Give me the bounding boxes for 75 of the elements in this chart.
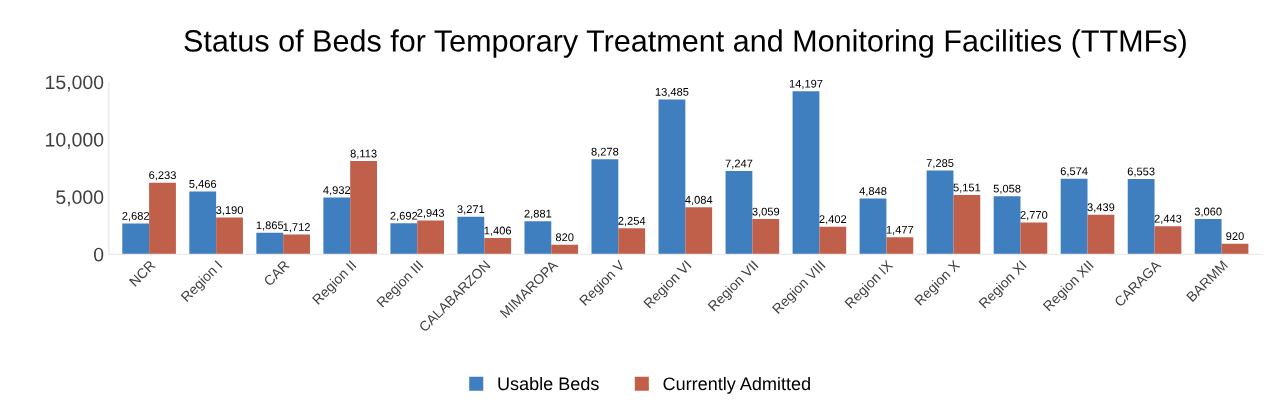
bar bbox=[484, 238, 512, 255]
data-label: 2,254 bbox=[618, 216, 646, 227]
data-label: 1,406 bbox=[484, 226, 512, 236]
legend-label: Usable Beds bbox=[498, 376, 599, 391]
data-label: 2,402 bbox=[819, 215, 847, 225]
bar bbox=[792, 91, 820, 255]
data-label: 2,943 bbox=[417, 208, 445, 219]
bar bbox=[1194, 219, 1222, 255]
data-label: 14,197 bbox=[789, 79, 823, 89]
data-label: 3,060 bbox=[1194, 207, 1222, 217]
data-label: 7,247 bbox=[725, 159, 753, 169]
legend-label: Currently Admitted bbox=[663, 376, 810, 394]
data-label: 2,443 bbox=[1154, 214, 1182, 224]
bar bbox=[1154, 226, 1182, 255]
data-label: 5,466 bbox=[189, 180, 217, 190]
bar bbox=[1127, 178, 1155, 255]
y-tick-label: 5,000 bbox=[56, 190, 104, 207]
bar bbox=[859, 198, 887, 255]
bar bbox=[993, 196, 1021, 255]
data-label: 7,285 bbox=[926, 159, 954, 169]
data-label: 2,770 bbox=[1020, 210, 1048, 221]
data-label: 2,881 bbox=[524, 209, 552, 219]
data-label: 1,477 bbox=[886, 225, 914, 235]
bar bbox=[658, 99, 686, 255]
data-label: 6,233 bbox=[149, 171, 176, 181]
data-label: 3,059 bbox=[752, 207, 780, 217]
bar bbox=[551, 244, 579, 255]
bar bbox=[591, 159, 619, 255]
data-label: 820 bbox=[555, 233, 574, 242]
bar bbox=[457, 216, 485, 255]
y-tick-label: 15,000 bbox=[46, 75, 104, 92]
bar bbox=[1060, 178, 1088, 255]
y-tick-label: 10,000 bbox=[46, 132, 104, 149]
bar bbox=[685, 207, 713, 255]
bar bbox=[350, 161, 377, 255]
chart-title: Status of Beds for Temporary Treatment and Monitoring Facilities (TTMFs) bbox=[184, 29, 1186, 58]
bar bbox=[122, 223, 150, 255]
bar bbox=[1221, 243, 1249, 255]
y-tick-label: 0 bbox=[93, 247, 104, 262]
data-label: 2,682 bbox=[122, 211, 150, 222]
data-label: 1,865 bbox=[256, 221, 284, 231]
bar bbox=[189, 191, 217, 255]
data-label: 3,271 bbox=[457, 205, 485, 215]
bar bbox=[819, 226, 847, 255]
bar bbox=[752, 219, 780, 255]
data-label: 920 bbox=[1226, 232, 1244, 241]
bar bbox=[323, 197, 351, 255]
data-label: 8,278 bbox=[591, 147, 619, 157]
bar bbox=[953, 195, 981, 255]
bar bbox=[618, 228, 646, 255]
data-label: 3,190 bbox=[216, 206, 244, 216]
data-label: 5,058 bbox=[993, 184, 1021, 194]
bar bbox=[417, 220, 445, 255]
bar bbox=[256, 232, 284, 255]
bar bbox=[216, 217, 243, 255]
data-label: 4,932 bbox=[323, 186, 351, 196]
data-label: 5,151 bbox=[953, 183, 981, 193]
bar bbox=[1020, 222, 1048, 255]
data-label: 6,553 bbox=[1127, 167, 1155, 177]
data-label: 6,574 bbox=[1060, 167, 1088, 177]
bar bbox=[926, 170, 954, 255]
bar bbox=[1087, 214, 1115, 255]
data-label: 1,712 bbox=[283, 223, 310, 233]
bar bbox=[390, 223, 418, 255]
data-label: 2,692 bbox=[390, 211, 418, 222]
data-label: 4,084 bbox=[685, 195, 713, 206]
data-label: 3,439 bbox=[1087, 203, 1115, 213]
data-label: 4,848 bbox=[859, 187, 887, 197]
bar bbox=[725, 171, 753, 255]
bar bbox=[524, 221, 552, 255]
bar bbox=[283, 234, 310, 255]
data-label: 8,113 bbox=[350, 149, 377, 159]
data-label: 13,485 bbox=[655, 87, 689, 98]
bar bbox=[886, 237, 914, 255]
bar bbox=[149, 182, 176, 255]
